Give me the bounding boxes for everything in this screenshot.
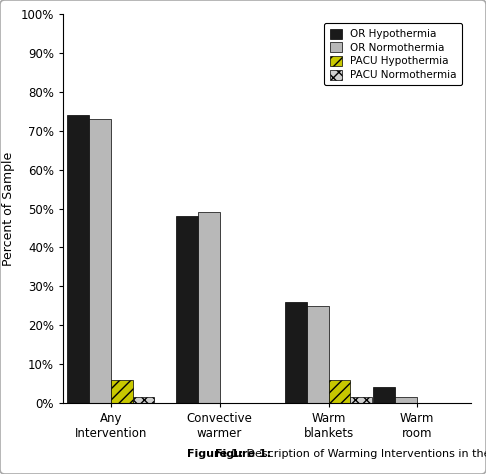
Bar xyxy=(373,387,395,403)
Bar xyxy=(307,306,329,403)
Bar xyxy=(329,380,350,403)
Bar xyxy=(350,397,372,403)
Bar xyxy=(67,115,89,403)
Bar xyxy=(176,216,198,403)
Bar xyxy=(285,302,307,403)
Text: Figure 1:: Figure 1: xyxy=(215,449,271,459)
Bar xyxy=(198,212,220,403)
Text: Figure 1:: Figure 1: xyxy=(187,449,243,459)
Legend: OR Hypothermia, OR Normothermia, PACU Hypothermia, PACU Normothermia: OR Hypothermia, OR Normothermia, PACU Hy… xyxy=(324,23,462,85)
Y-axis label: Percent of Sample: Percent of Sample xyxy=(2,151,15,266)
Bar xyxy=(395,397,417,403)
Bar xyxy=(111,380,133,403)
Bar xyxy=(89,119,111,403)
Bar xyxy=(133,397,155,403)
Text: Description of Warming Interventions in the Groups.: Description of Warming Interventions in … xyxy=(243,449,486,459)
